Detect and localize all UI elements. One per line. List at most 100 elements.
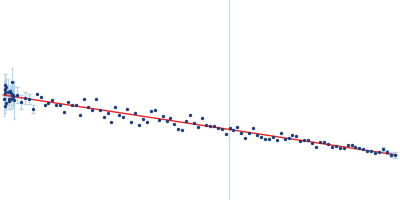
Point: [45, 101, 52, 104]
Point: [238, 131, 244, 134]
Point: [332, 145, 339, 148]
Point: [305, 138, 312, 141]
Point: [112, 106, 118, 109]
Point: [77, 113, 83, 116]
Point: [2, 87, 9, 90]
Point: [368, 150, 374, 153]
Point: [49, 98, 56, 101]
Point: [187, 113, 193, 116]
Point: [160, 114, 166, 117]
Point: [14, 93, 20, 96]
Point: [124, 107, 130, 111]
Point: [360, 147, 366, 150]
Point: [3, 101, 10, 104]
Point: [222, 132, 229, 136]
Point: [376, 151, 382, 154]
Point: [108, 121, 115, 124]
Point: [207, 125, 213, 128]
Point: [88, 109, 95, 112]
Point: [41, 103, 48, 106]
Point: [85, 106, 91, 109]
Point: [356, 147, 362, 150]
Point: [250, 126, 256, 129]
Point: [81, 97, 87, 100]
Point: [301, 138, 308, 142]
Point: [2, 85, 9, 88]
Point: [69, 103, 75, 106]
Point: [293, 134, 300, 137]
Point: [8, 92, 14, 95]
Point: [9, 80, 15, 83]
Point: [234, 125, 240, 128]
Point: [183, 120, 190, 123]
Point: [148, 110, 154, 113]
Point: [246, 131, 252, 134]
Point: [2, 84, 8, 87]
Point: [270, 135, 276, 139]
Point: [10, 95, 16, 98]
Point: [195, 125, 201, 128]
Point: [191, 121, 197, 125]
Point: [38, 96, 44, 99]
Point: [364, 149, 370, 152]
Point: [10, 94, 16, 97]
Point: [116, 113, 122, 116]
Point: [380, 147, 386, 151]
Point: [7, 97, 14, 100]
Point: [329, 146, 335, 149]
Point: [289, 134, 296, 137]
Point: [140, 118, 146, 121]
Point: [132, 111, 138, 114]
Point: [144, 121, 150, 124]
Point: [6, 100, 12, 103]
Point: [388, 153, 394, 156]
Point: [65, 100, 71, 104]
Point: [384, 150, 390, 154]
Point: [199, 116, 205, 120]
Point: [254, 133, 260, 137]
Point: [100, 116, 107, 119]
Point: [285, 137, 292, 140]
Point: [2, 88, 8, 92]
Point: [392, 154, 398, 157]
Point: [336, 146, 343, 149]
Point: [325, 142, 331, 145]
Point: [104, 111, 111, 114]
Point: [258, 135, 264, 139]
Point: [11, 98, 17, 102]
Point: [179, 128, 186, 131]
Point: [167, 117, 174, 120]
Point: [226, 126, 233, 129]
Point: [120, 115, 126, 118]
Point: [344, 143, 351, 146]
Point: [372, 151, 378, 155]
Point: [128, 120, 134, 124]
Point: [203, 123, 209, 127]
Point: [10, 96, 16, 99]
Point: [22, 97, 28, 100]
Point: [34, 93, 40, 96]
Point: [156, 119, 162, 122]
Point: [262, 137, 268, 140]
Point: [348, 143, 355, 147]
Point: [218, 128, 225, 131]
Point: [321, 140, 327, 143]
Point: [152, 109, 158, 112]
Point: [96, 108, 103, 112]
Point: [214, 127, 221, 130]
Point: [10, 95, 16, 98]
Point: [340, 146, 347, 149]
Point: [242, 137, 248, 140]
Point: [313, 146, 319, 149]
Point: [309, 141, 315, 144]
Point: [297, 139, 304, 142]
Point: [2, 91, 8, 94]
Point: [352, 146, 359, 149]
Point: [18, 101, 24, 104]
Point: [136, 123, 142, 127]
Point: [317, 140, 323, 143]
Point: [61, 110, 68, 114]
Point: [175, 127, 182, 130]
Point: [0, 97, 7, 100]
Point: [210, 125, 217, 128]
